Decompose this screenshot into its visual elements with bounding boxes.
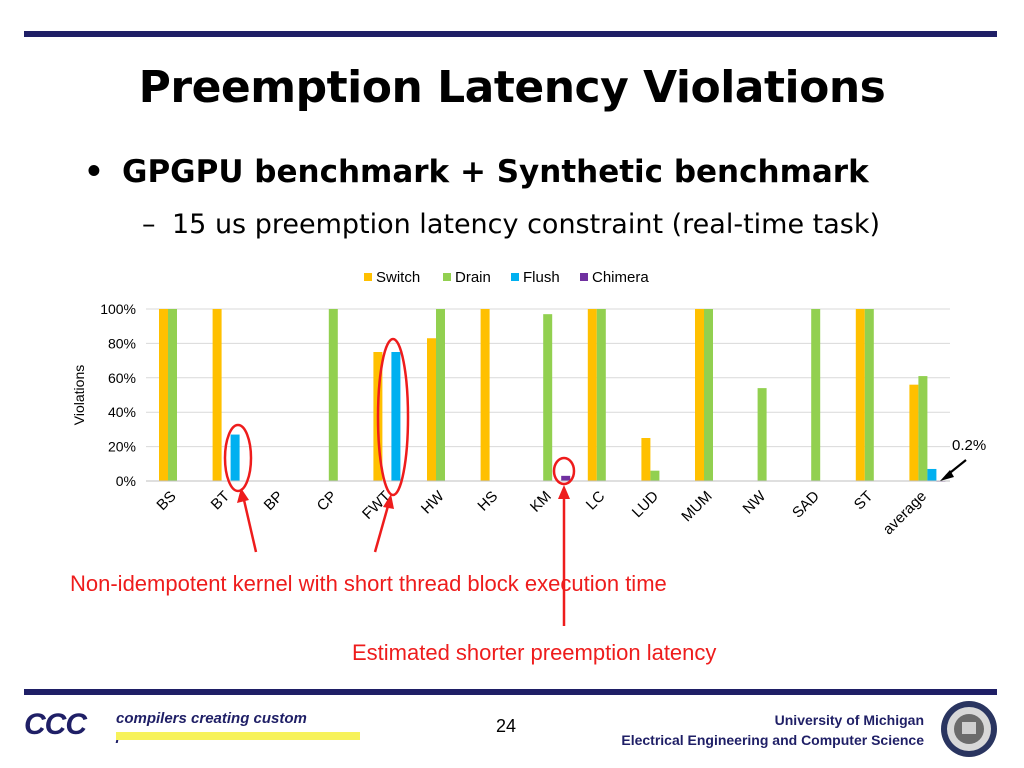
bullet-dot: • [84, 154, 104, 190]
annotation-overlays [223, 337, 576, 626]
bullet-text: GPGPU benchmark + Synthetic benchmark [122, 154, 869, 190]
legend-label-drain: Drain [455, 269, 491, 286]
slide-title: Preemption Latency Violations [138, 62, 886, 113]
university-seal-icon [941, 701, 997, 757]
x-tick-label: HS [474, 488, 501, 515]
bottom-rule [24, 689, 997, 695]
x-tick-label: ST [851, 488, 877, 514]
x-tick-label: KM [527, 488, 555, 516]
x-tick-label: NW [740, 487, 770, 517]
legend-label-chimera: Chimera [592, 269, 649, 286]
bar-chimera-km [561, 475, 571, 481]
average-arrow [940, 459, 967, 481]
bar-drain-st [864, 309, 874, 481]
arrow-to-bt [237, 488, 258, 553]
y-axis-label: Violations [71, 365, 87, 425]
legend-label-switch: Switch [376, 269, 420, 286]
chart-axes: 0%20%40%60%80%100%BS BT BP CP FWT HW HS KM LC LUD… [100, 301, 950, 538]
bar-drain-hw [436, 309, 445, 481]
bar-switch-average [909, 384, 919, 481]
y-tick-label: 100% [100, 301, 136, 317]
y-tick-label: 40% [108, 404, 136, 420]
x-tick-label: BS [153, 488, 179, 514]
sub-bullet-dash: – [142, 209, 156, 240]
bar-switch-lud [641, 438, 651, 481]
legend-swatch-flush [511, 273, 519, 281]
x-tick-label: HW [418, 487, 448, 517]
bar-drain-km [543, 314, 553, 481]
chart-bars [159, 309, 946, 482]
bar-switch-lc [587, 309, 597, 481]
y-tick-label: 0% [116, 473, 136, 489]
sub-bullet-point: –15 us preemption latency constraint (re… [142, 209, 880, 240]
bar-drain-lc [596, 309, 606, 481]
bar-drain-cp [328, 309, 338, 481]
y-tick-label: 80% [108, 335, 136, 351]
ccc-logo-mark: CCC [24, 708, 87, 741]
x-tick-label: CP [314, 488, 341, 515]
y-tick-label: 20% [108, 439, 136, 455]
legend-swatch-switch [364, 273, 372, 281]
bar-switch-hs [480, 309, 490, 481]
bar-drain-lud [650, 470, 660, 481]
university-name: University of Michigan [774, 712, 924, 728]
bar-switch-mum [695, 309, 704, 481]
logo-underline-bar [116, 732, 360, 740]
fwt-highlight-ellipse [376, 337, 410, 497]
sub-bullet-text: 15 us preemption latency constraint (rea… [172, 209, 881, 240]
bar-flush-average [927, 468, 937, 481]
x-tick-label: average [880, 488, 930, 538]
bar-drain-nw [757, 388, 767, 481]
chart-legend: Switch Drain Flush Chimera [364, 269, 649, 286]
bar-switch-hw [427, 338, 436, 481]
bar-flush-fwt [391, 352, 401, 481]
red-note-non-idempotent: Non-idempotent kernel with short thread … [70, 571, 667, 596]
km-highlight-ellipse [552, 456, 576, 486]
x-tick-label: SAD [789, 488, 823, 522]
average-annotation: 0.2% [952, 437, 986, 454]
bt-highlight-ellipse [223, 423, 253, 493]
bar-drain-average [918, 376, 928, 481]
bullet-point: • GPGPU benchmark + Synthetic benchmark [84, 154, 869, 190]
university-footer: University of Michigan Electrical Engine… [621, 710, 924, 750]
top-rule [24, 31, 997, 37]
bar-switch-st [855, 309, 865, 481]
bar-switch-bs [159, 309, 168, 481]
page-number: 24 [496, 716, 517, 736]
ccc-logo: CCC compilers creating custom processors [24, 704, 364, 748]
y-tick-label: 60% [108, 370, 136, 386]
bar-drain-sad [811, 309, 821, 481]
x-tick-label: LC [583, 488, 609, 514]
x-tick-label: LUD [629, 488, 662, 521]
bar-switch-bt [212, 309, 222, 481]
legend-swatch-drain [443, 273, 451, 281]
arrow-to-km [558, 485, 570, 626]
x-tick-label: BT [208, 488, 234, 514]
x-tick-label: BP [261, 488, 287, 514]
legend-label-flush: Flush [523, 269, 560, 286]
bar-flush-bt [230, 434, 240, 481]
legend-swatch-chimera [580, 273, 588, 281]
arrow-to-fwt [373, 494, 394, 553]
bar-drain-bs [168, 309, 177, 481]
bar-drain-mum [704, 309, 713, 481]
red-note-shorter-latency: Estimated shorter preemption latency [352, 640, 717, 665]
x-tick-label: MUM [678, 488, 715, 525]
department-name: Electrical Engineering and Computer Scie… [621, 732, 924, 748]
